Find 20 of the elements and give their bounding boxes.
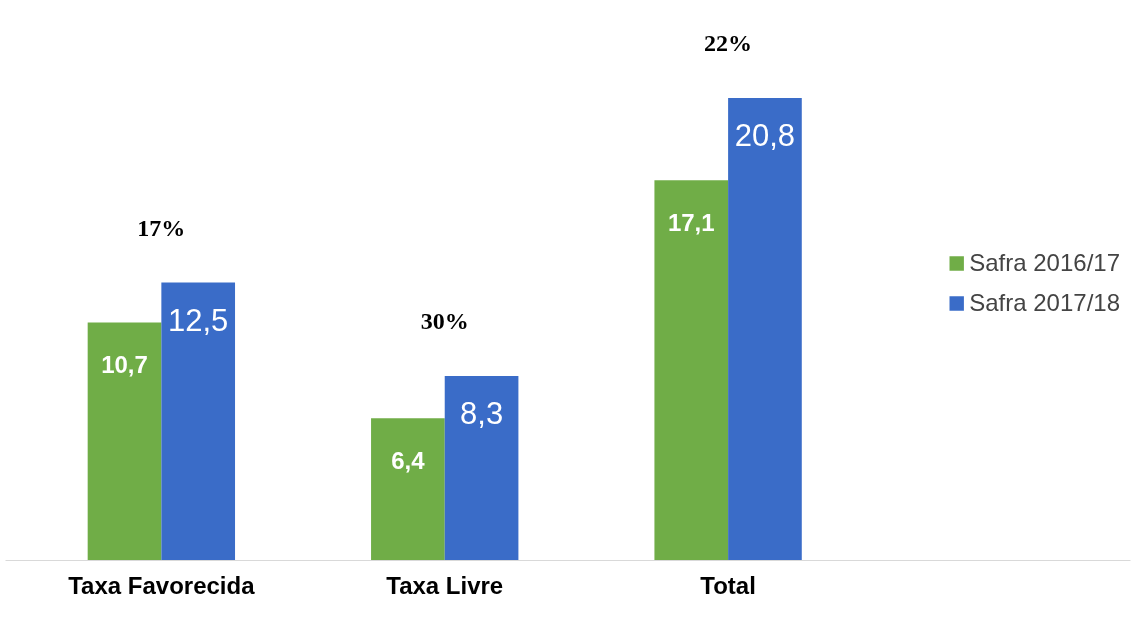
bar [444, 375, 519, 561]
data-label: 12,5 [168, 302, 229, 338]
bar [87, 322, 162, 561]
bar [371, 418, 445, 561]
annotation: 17% [137, 214, 186, 241]
data-label: 17,1 [667, 208, 715, 236]
data-label: 20,8 [734, 118, 796, 153]
bar [161, 282, 236, 561]
data-label: 8,3 [460, 395, 504, 431]
legend-label: Safra 2016/17 [969, 248, 1120, 277]
bar [728, 98, 802, 561]
text: 22% [704, 30, 753, 56]
legend-label: Safra 2017/18 [969, 288, 1120, 317]
annotation: 30% [420, 307, 469, 334]
x-tick-label: Taxa Livre [386, 571, 504, 599]
x-tick-label: Taxa Favorecida [68, 571, 256, 599]
data-label: 6,4 [391, 446, 426, 474]
data-label: 10,7 [101, 351, 148, 379]
bar [654, 180, 729, 561]
x-tick-label: Total [700, 571, 756, 599]
